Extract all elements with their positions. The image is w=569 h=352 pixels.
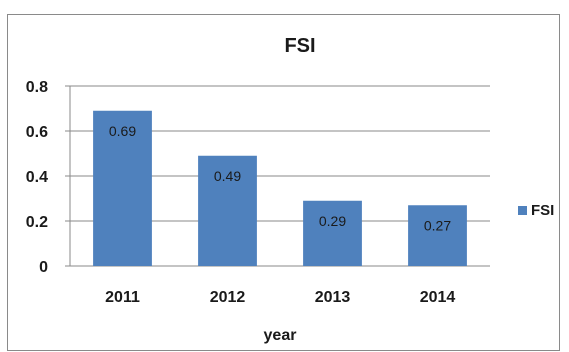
bar-2013 [303, 200, 362, 266]
legend: FSI [518, 202, 554, 219]
bar-2012 [198, 155, 257, 266]
x-axis-label: year [264, 327, 297, 344]
x-axis-ticks: 2011 2012 2013 2014 [105, 289, 455, 306]
chart-title: FSI [284, 35, 315, 57]
data-label-2011: 0.69 [109, 123, 136, 139]
x-tick-label: 2012 [210, 289, 246, 306]
y-tick-label: 0.8 [26, 79, 48, 96]
x-tick-label: 2013 [315, 289, 351, 306]
legend-swatch [518, 206, 527, 215]
data-label-2012: 0.49 [214, 168, 241, 184]
y-tick-label: 0.2 [26, 214, 48, 231]
bar-2011 [93, 110, 152, 266]
data-label-2013: 0.29 [319, 213, 346, 229]
y-axis-ticks: 0 0.2 0.4 0.6 0.8 [26, 79, 48, 276]
y-tick-label: 0 [39, 259, 48, 276]
y-tick-label: 0.4 [26, 169, 48, 186]
x-tick-label: 2014 [420, 289, 456, 306]
bars: 0.69 0.49 0.29 0.27 [93, 110, 467, 266]
legend-entry-label: FSI [531, 202, 554, 219]
bar-2014 [408, 205, 467, 266]
x-tick-label: 2011 [105, 289, 140, 306]
y-tick-label: 0.6 [26, 124, 48, 141]
data-label-2014: 0.27 [424, 217, 451, 233]
